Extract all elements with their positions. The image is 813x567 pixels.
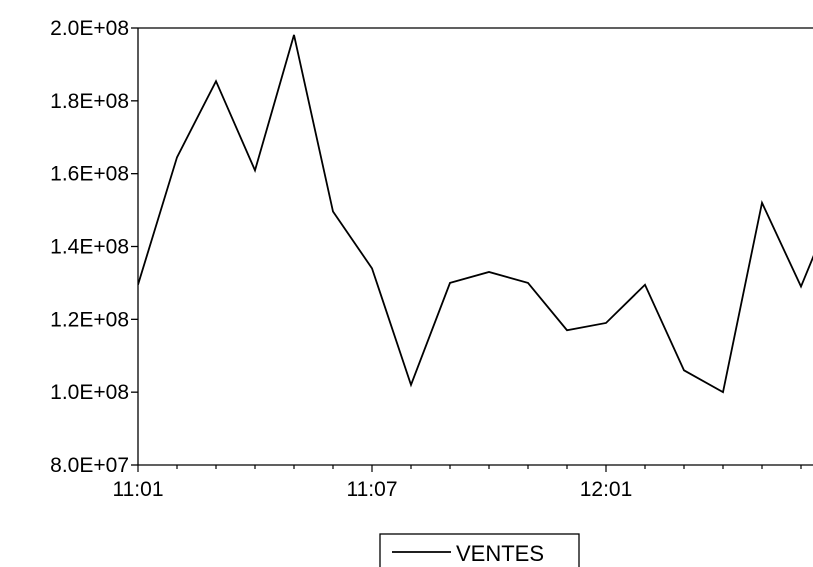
x-tick-label-1: 11:07 bbox=[347, 478, 398, 501]
y-tick-label-2: 1.2E+08 bbox=[50, 308, 129, 331]
x-tick-label-2: 12:01 bbox=[580, 478, 633, 501]
y-axis-ticks: 8.0E+07 1.0E+08 1.2E+08 1.4E+08 1.6E+08 1.8E+… bbox=[50, 17, 138, 477]
plot-area bbox=[137, 27, 813, 466]
legend-box bbox=[379, 533, 580, 567]
y-tick-label-1: 1.0E+08 bbox=[50, 381, 129, 404]
y-tick-label-4: 1.6E+08 bbox=[50, 163, 129, 186]
legend: VENTES bbox=[379, 533, 580, 567]
legend-label-ventes: VENTES bbox=[456, 541, 544, 566]
series-line-ventes bbox=[138, 34, 813, 394]
y-tick-label-5: 1.8E+08 bbox=[50, 90, 129, 113]
y-tick-label-6: 2.0E+08 bbox=[50, 17, 129, 40]
series-group bbox=[138, 34, 813, 394]
y-tick-label-0: 8.0E+07 bbox=[50, 454, 129, 477]
y-tick-label-3: 1.4E+08 bbox=[50, 236, 129, 259]
x-tick-label-0: 11:01 bbox=[113, 478, 164, 501]
